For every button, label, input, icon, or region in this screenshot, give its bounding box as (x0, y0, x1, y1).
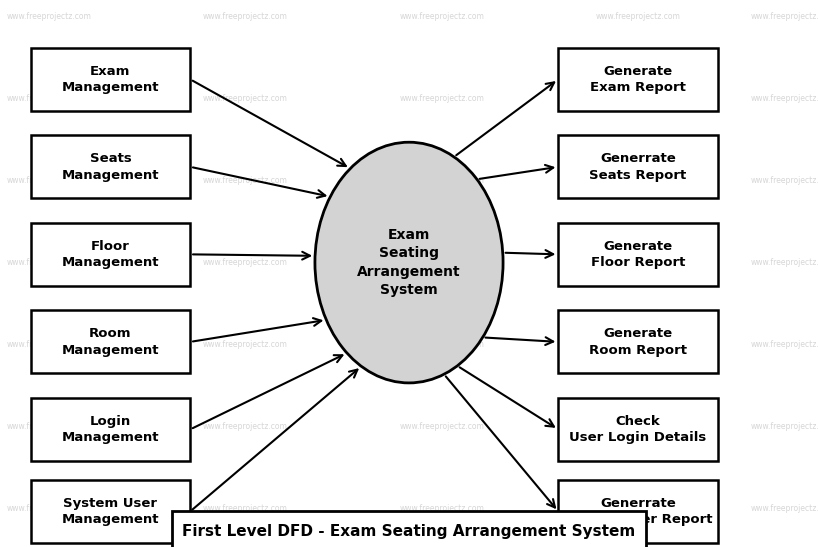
Text: Check
User Login Details: Check User Login Details (569, 415, 707, 444)
Text: www.freeprojectz.com: www.freeprojectz.com (751, 12, 818, 21)
Text: www.freeprojectz.com: www.freeprojectz.com (7, 176, 92, 185)
Text: www.freeprojectz.com: www.freeprojectz.com (203, 94, 288, 103)
FancyBboxPatch shape (172, 511, 646, 547)
Text: System User
Management: System User Management (61, 497, 160, 526)
Text: www.freeprojectz.com: www.freeprojectz.com (7, 12, 92, 21)
Text: www.freeprojectz.com: www.freeprojectz.com (596, 504, 681, 513)
Text: www.freeprojectz.com: www.freeprojectz.com (7, 340, 92, 349)
Text: www.freeprojectz.com: www.freeprojectz.com (7, 504, 92, 513)
Text: www.freeprojectz.com: www.freeprojectz.com (399, 12, 484, 21)
Text: www.freeprojectz.com: www.freeprojectz.com (596, 176, 681, 185)
Text: www.freeprojectz.com: www.freeprojectz.com (751, 504, 818, 513)
Text: www.freeprojectz.com: www.freeprojectz.com (203, 340, 288, 349)
Text: www.freeprojectz.com: www.freeprojectz.com (203, 176, 288, 185)
Text: Generrate
Seats Report: Generrate Seats Report (590, 152, 686, 182)
Text: Generate
Floor Report: Generate Floor Report (591, 240, 685, 269)
FancyBboxPatch shape (31, 398, 190, 461)
Text: Exam
Management: Exam Management (61, 65, 160, 94)
Text: www.freeprojectz.com: www.freeprojectz.com (203, 504, 288, 513)
FancyBboxPatch shape (558, 136, 718, 199)
FancyBboxPatch shape (558, 311, 718, 373)
Text: www.freeprojectz.com: www.freeprojectz.com (203, 12, 288, 21)
Text: www.freeprojectz.com: www.freeprojectz.com (399, 176, 484, 185)
FancyBboxPatch shape (558, 48, 718, 110)
FancyBboxPatch shape (31, 311, 190, 373)
Text: Login
Management: Login Management (61, 415, 160, 444)
Text: www.freeprojectz.com: www.freeprojectz.com (399, 504, 484, 513)
Text: Room
Management: Room Management (61, 327, 160, 357)
Text: www.freeprojectz.com: www.freeprojectz.com (399, 340, 484, 349)
Text: www.freeprojectz.com: www.freeprojectz.com (596, 12, 681, 21)
Text: www.freeprojectz.com: www.freeprojectz.com (399, 258, 484, 267)
Text: Generate
Room Report: Generate Room Report (589, 327, 687, 357)
Text: www.freeprojectz.com: www.freeprojectz.com (751, 94, 818, 103)
Text: www.freeprojectz.com: www.freeprojectz.com (399, 94, 484, 103)
Text: www.freeprojectz.com: www.freeprojectz.com (596, 94, 681, 103)
FancyBboxPatch shape (31, 480, 190, 543)
Text: www.freeprojectz.com: www.freeprojectz.com (751, 258, 818, 267)
FancyBboxPatch shape (558, 398, 718, 461)
Text: Generate
Exam Report: Generate Exam Report (590, 65, 686, 94)
Text: Seats
Management: Seats Management (61, 152, 160, 182)
Text: Exam
Seating
Arrangement
System: Exam Seating Arrangement System (357, 228, 461, 297)
Text: Floor
Management: Floor Management (61, 240, 160, 269)
Text: Generrate
System User Report: Generrate System User Report (564, 497, 712, 526)
Text: www.freeprojectz.com: www.freeprojectz.com (751, 422, 818, 431)
Text: www.freeprojectz.com: www.freeprojectz.com (399, 422, 484, 431)
Text: www.freeprojectz.com: www.freeprojectz.com (7, 94, 92, 103)
Text: www.freeprojectz.com: www.freeprojectz.com (203, 258, 288, 267)
Text: www.freeprojectz.com: www.freeprojectz.com (596, 258, 681, 267)
FancyBboxPatch shape (31, 223, 190, 286)
Ellipse shape (315, 142, 503, 383)
FancyBboxPatch shape (558, 480, 718, 543)
Text: www.freeprojectz.com: www.freeprojectz.com (203, 422, 288, 431)
Text: www.freeprojectz.com: www.freeprojectz.com (751, 176, 818, 185)
Text: First Level DFD - Exam Seating Arrangement System: First Level DFD - Exam Seating Arrangeme… (182, 524, 636, 539)
FancyBboxPatch shape (31, 136, 190, 199)
FancyBboxPatch shape (31, 48, 190, 110)
Text: www.freeprojectz.com: www.freeprojectz.com (7, 258, 92, 267)
Text: www.freeprojectz.com: www.freeprojectz.com (596, 340, 681, 349)
Text: www.freeprojectz.com: www.freeprojectz.com (7, 422, 92, 431)
FancyBboxPatch shape (558, 223, 718, 286)
Text: www.freeprojectz.com: www.freeprojectz.com (751, 340, 818, 349)
Text: www.freeprojectz.com: www.freeprojectz.com (596, 422, 681, 431)
